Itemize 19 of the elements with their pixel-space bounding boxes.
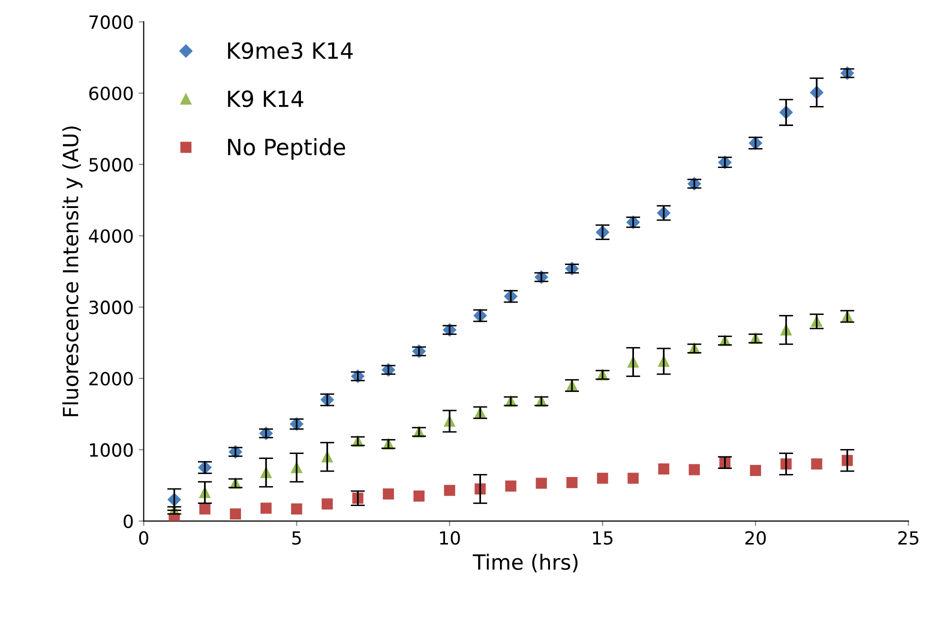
x-tick-label: 15: [593, 531, 612, 545]
y-tick-label: 5000: [89, 158, 133, 172]
x-tick-label: 5: [292, 531, 301, 545]
y-tick-label: 1000: [90, 443, 133, 457]
y-tick-label: 0: [124, 514, 133, 528]
legend-label: K9 K14: [228, 90, 304, 108]
legend-label: No Peptide: [228, 138, 346, 160]
legend-label: K9me3 K14: [228, 42, 353, 60]
y-tick-label: 6000: [89, 86, 133, 100]
x-tick-label: 0: [139, 531, 148, 545]
y-tick-label: 2000: [89, 372, 133, 386]
y-axis-title: Fluorescence Intensit y (AU): [62, 126, 82, 416]
x-axis-title: Time (hrs): [472, 554, 578, 572]
y-tick-label: 4000: [88, 229, 133, 243]
y-tick-label: 7000: [89, 15, 133, 29]
x-tick-label: 25: [898, 531, 918, 545]
x-tick-label: 20: [745, 531, 766, 545]
x-tick-label: 10: [440, 531, 460, 545]
y-tick-label: 3000: [89, 300, 133, 314]
